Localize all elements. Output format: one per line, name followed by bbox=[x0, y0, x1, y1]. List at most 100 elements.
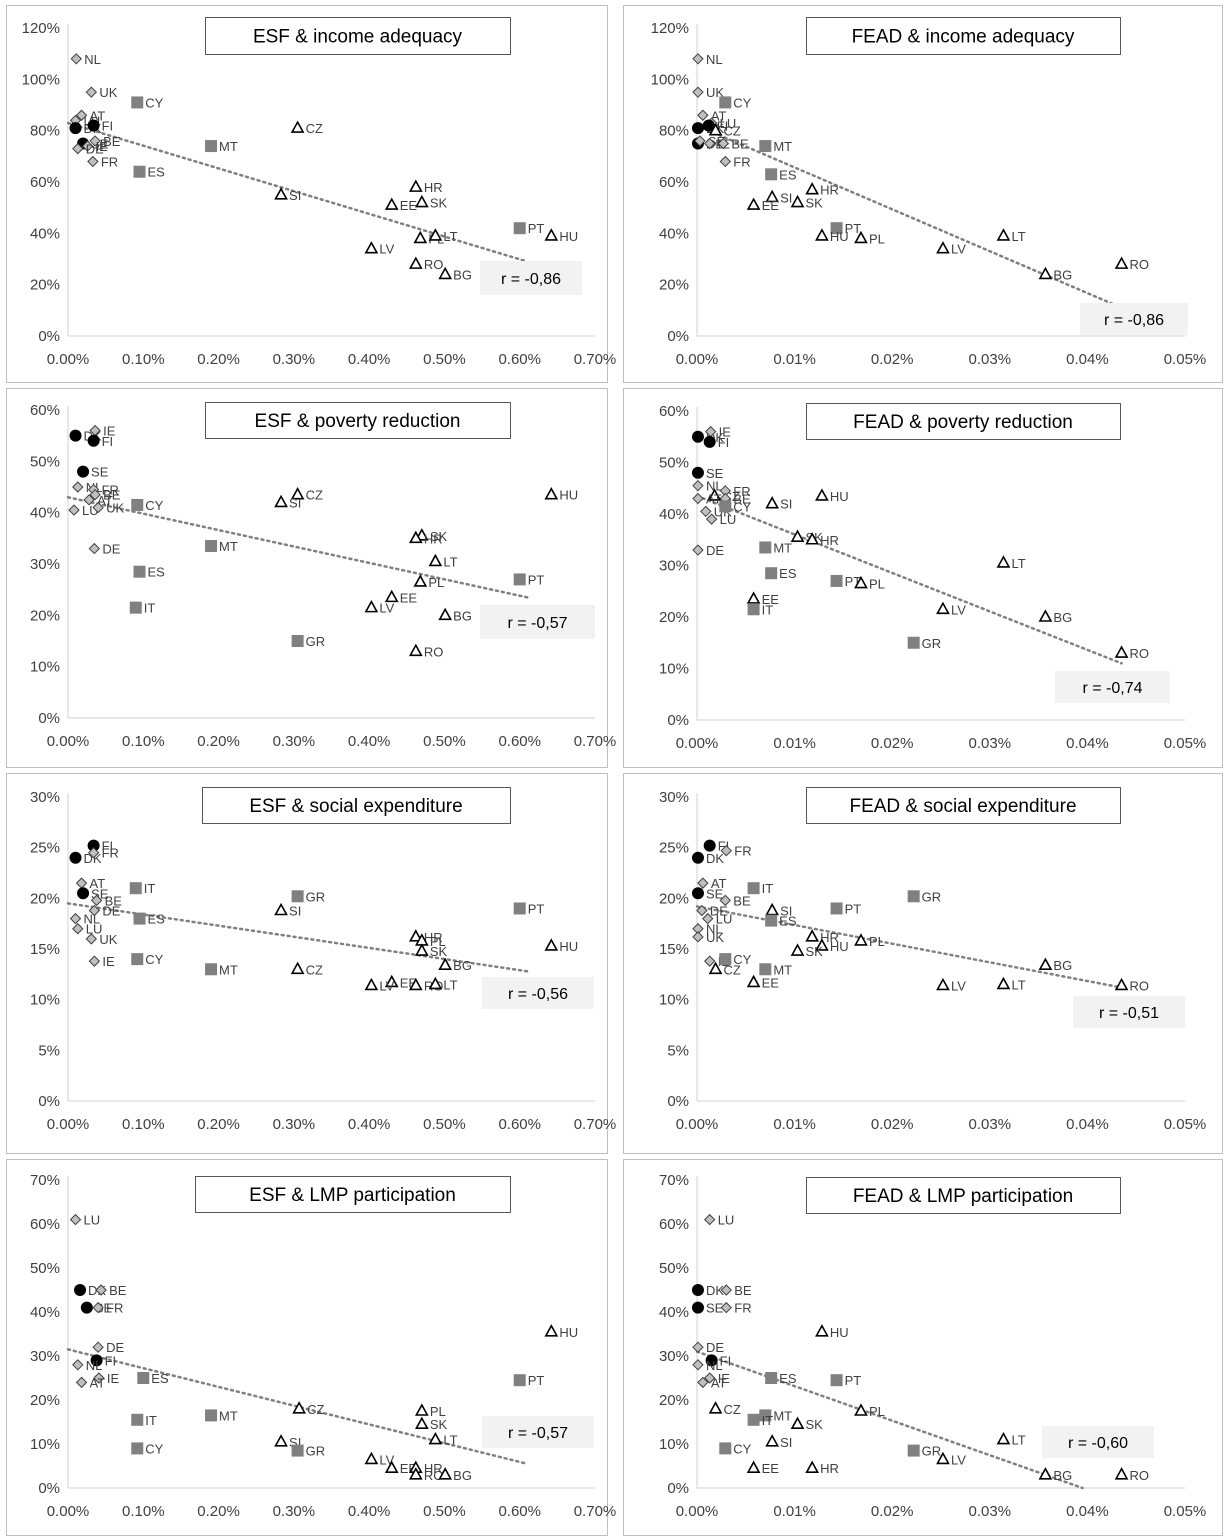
point-label-gr: GR bbox=[306, 889, 326, 904]
point-label-lt: LT bbox=[1011, 1433, 1025, 1448]
point-label-lu: LU bbox=[718, 1213, 735, 1228]
chart-title-box bbox=[806, 1177, 1121, 1214]
point-ro bbox=[408, 977, 423, 991]
point-lt bbox=[996, 1431, 1011, 1445]
point-label-de: DE bbox=[710, 903, 728, 918]
point-dk bbox=[691, 430, 704, 443]
point-label-pt: PT bbox=[528, 221, 545, 236]
x-tick-label: 0.04% bbox=[1066, 1116, 1109, 1133]
point-label-hr: HR bbox=[424, 930, 443, 945]
x-tick-label: 0.04% bbox=[1066, 735, 1109, 752]
point-label-pt: PT bbox=[528, 901, 545, 916]
point-de bbox=[88, 904, 101, 917]
point-bg bbox=[438, 1467, 453, 1480]
point-label-si: SI bbox=[780, 903, 792, 918]
point-label-fr: FR bbox=[734, 844, 751, 859]
chart-panel-fead-and-social-expenditure: 0% 5% 10% 15% 20% 25% 30% 0.00% 0.01% 0.02% 0.03% 0… bbox=[623, 773, 1223, 1154]
point-cz bbox=[708, 961, 723, 975]
chart-panel-fead-and-lmp-participation: 0% 10% 20% 30% 40% 50% 60% 70% 0.00% 0.01% 0.02% 0.… bbox=[623, 1159, 1223, 1536]
point-label-si: SI bbox=[289, 495, 301, 510]
point-lt bbox=[996, 976, 1011, 990]
point-label-de: DE bbox=[106, 1340, 124, 1355]
correlation-value: r = -0,60 bbox=[1068, 1435, 1128, 1452]
point-gr bbox=[907, 636, 920, 649]
x-tick-label: 0.03% bbox=[969, 351, 1012, 368]
y-tick-label: 0% bbox=[667, 1093, 689, 1110]
point-mt bbox=[205, 140, 218, 153]
point-si bbox=[765, 496, 780, 509]
point-label-pl: PL bbox=[869, 934, 885, 949]
x-tick-label: 0.60% bbox=[498, 351, 541, 368]
panel-border bbox=[6, 5, 608, 383]
point-label-ie: IE bbox=[107, 1371, 120, 1386]
point-dk bbox=[69, 851, 82, 864]
point-pt bbox=[513, 573, 526, 586]
point-bg bbox=[438, 957, 453, 971]
x-tick-label: 0.70% bbox=[574, 1503, 617, 1520]
point-ee bbox=[384, 974, 399, 988]
point-label-fr: FR bbox=[102, 483, 119, 498]
x-tick-label: 0.01% bbox=[773, 1503, 816, 1520]
point-sk bbox=[790, 194, 805, 208]
point-label-bg: BG bbox=[453, 958, 472, 973]
point-pl bbox=[854, 933, 868, 946]
y-tick-label: 50% bbox=[30, 453, 60, 470]
point-se bbox=[691, 1301, 704, 1314]
point-hu bbox=[544, 938, 559, 951]
point-ie bbox=[703, 137, 716, 150]
point-it bbox=[129, 882, 142, 895]
y-tick-label: 20% bbox=[30, 1392, 60, 1409]
point-ro bbox=[408, 256, 423, 269]
x-tick-label: 0.20% bbox=[197, 733, 240, 750]
point-label-hr: HR bbox=[820, 183, 839, 198]
point-label-bg: BG bbox=[1053, 267, 1072, 282]
y-tick-label: 5% bbox=[38, 1042, 60, 1059]
point-lu bbox=[702, 912, 714, 925]
point-label-mt: MT bbox=[773, 962, 792, 977]
point-label-ie: IE bbox=[96, 139, 109, 154]
point-se bbox=[691, 887, 704, 900]
y-tick-label: 40% bbox=[659, 506, 689, 523]
y-tick-label: 60% bbox=[30, 1216, 60, 1233]
point-label-cy: CY bbox=[145, 498, 163, 513]
x-tick-label: 0.03% bbox=[969, 1116, 1012, 1133]
point-label-nl: NL bbox=[706, 922, 723, 937]
point-label-ro: RO bbox=[424, 644, 444, 659]
y-tick-label: 30% bbox=[659, 789, 689, 806]
point-label-pl: PL bbox=[869, 231, 885, 246]
point-label-nl: NL bbox=[706, 479, 723, 494]
point-label-ro: RO bbox=[424, 1468, 444, 1483]
point-lv bbox=[364, 1451, 379, 1465]
point-lv bbox=[936, 1451, 950, 1465]
y-tick-label: 40% bbox=[30, 225, 60, 242]
x-tick-label: 0.40% bbox=[348, 351, 391, 368]
point-es bbox=[133, 165, 146, 178]
y-tick-label: 20% bbox=[30, 890, 60, 907]
point-label-lv: LV bbox=[951, 1452, 966, 1467]
point-label-cy: CY bbox=[145, 1441, 163, 1456]
correlation-box bbox=[1042, 1426, 1154, 1458]
point-label-de: DE bbox=[102, 903, 120, 918]
chart-title: FEAD & poverty reduction bbox=[853, 412, 1073, 433]
point-label-ro: RO bbox=[1130, 978, 1150, 993]
point-de bbox=[88, 542, 101, 555]
y-tick-label: 10% bbox=[30, 992, 60, 1009]
point-gr bbox=[291, 635, 304, 647]
point-label-fi: FI bbox=[102, 119, 114, 134]
point-dk bbox=[74, 1284, 87, 1296]
point-lu bbox=[705, 513, 718, 525]
point-be bbox=[95, 1284, 107, 1296]
trendline bbox=[66, 121, 529, 263]
point-ie bbox=[703, 955, 716, 967]
point-label-pt: PT bbox=[845, 901, 862, 916]
chart-title: FEAD & LMP participation bbox=[853, 1186, 1073, 1207]
y-tick-label: 70% bbox=[659, 1172, 689, 1189]
chart-title: ESF & poverty reduction bbox=[255, 411, 461, 432]
point-label-cz: CZ bbox=[724, 962, 741, 977]
point-hr bbox=[805, 929, 820, 942]
point-ro bbox=[1114, 645, 1129, 658]
x-tick-label: 0.50% bbox=[423, 351, 466, 368]
point-label-lu: LU bbox=[720, 512, 737, 527]
point-label-be: BE bbox=[105, 893, 123, 908]
chart-title-box bbox=[205, 17, 511, 55]
